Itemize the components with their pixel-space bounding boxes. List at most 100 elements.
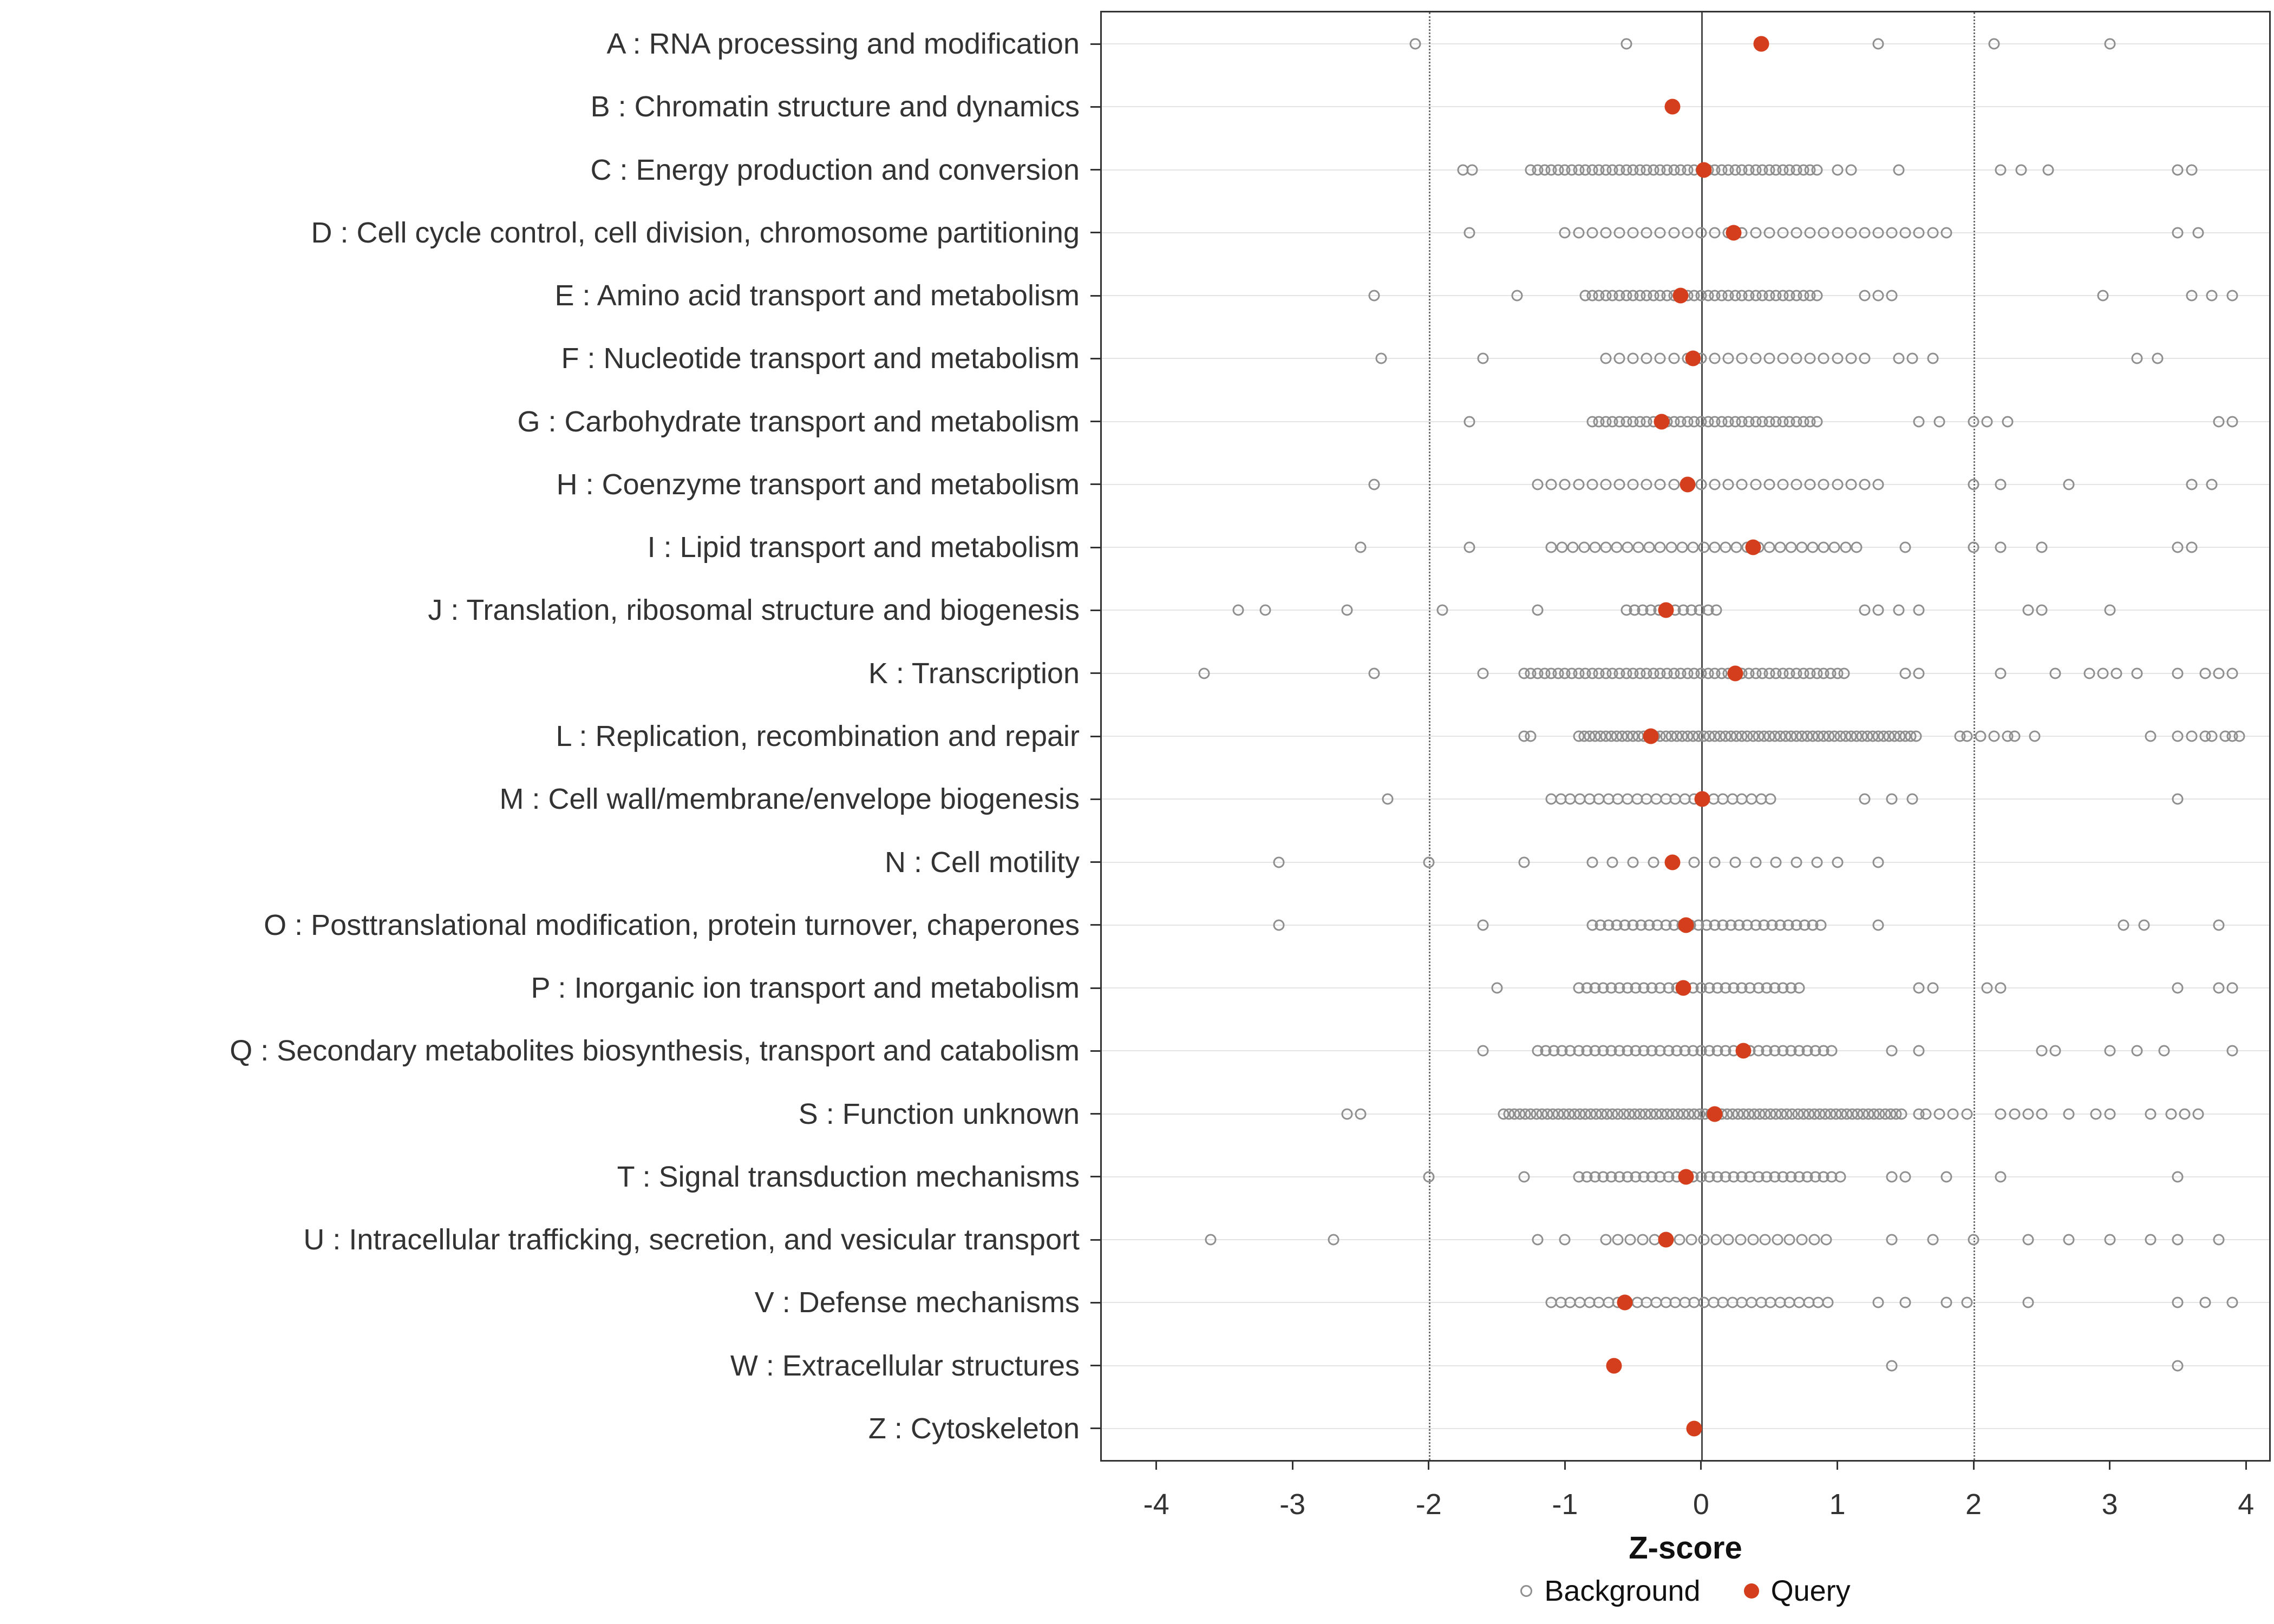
- background-point: [1355, 1108, 1367, 1120]
- background-point: [1859, 604, 1871, 616]
- query-point: [1675, 980, 1691, 996]
- background-point: [2145, 1234, 2157, 1246]
- background-point: [1777, 479, 1789, 490]
- y-axis-label: A : RNA processing and modification: [606, 28, 1080, 61]
- background-point: [2029, 730, 2041, 742]
- background-point: [2186, 479, 2198, 490]
- query-point: [1694, 791, 1710, 807]
- background-point: [1709, 479, 1721, 490]
- background-point: [1368, 479, 1380, 490]
- background-point: [2145, 1108, 2157, 1120]
- background-point: [1600, 352, 1612, 364]
- background-point: [1589, 541, 1601, 553]
- background-point: [1815, 919, 1827, 931]
- y-axis-label: B : Chromatin structure and dynamics: [590, 90, 1080, 123]
- background-point: [1763, 227, 1775, 239]
- background-point: [1341, 1108, 1353, 1120]
- background-point: [1676, 541, 1688, 553]
- background-point: [1556, 541, 1568, 553]
- y-tick-mark: [1090, 1113, 1100, 1115]
- background-point: [2104, 604, 2116, 616]
- background-point: [1968, 1234, 1979, 1246]
- background-point: [2172, 1296, 2184, 1308]
- background-point: [1259, 604, 1271, 616]
- background-point: [1899, 227, 1911, 239]
- background-point: [1710, 1234, 1722, 1246]
- x-tick-mark: [1428, 1460, 1430, 1470]
- background-point: [1886, 1171, 1898, 1183]
- background-point: [1772, 1234, 1783, 1246]
- y-tick-mark: [1090, 609, 1100, 611]
- background-point: [1654, 541, 1666, 553]
- y-tick-mark: [1090, 987, 1100, 989]
- background-point: [2172, 1360, 2184, 1372]
- background-point: [1872, 479, 1884, 490]
- background-point: [1709, 541, 1721, 553]
- background-point: [2226, 667, 2238, 679]
- background-point: [1586, 227, 1598, 239]
- y-axis-label: C : Energy production and conversion: [590, 153, 1080, 186]
- background-point: [2172, 982, 2184, 994]
- background-point: [1613, 227, 1625, 239]
- background-point: [1832, 479, 1843, 490]
- query-point: [1678, 1169, 1694, 1185]
- background-point: [2192, 227, 2204, 239]
- query-point: [1617, 1294, 1633, 1311]
- query-point: [1686, 1420, 1702, 1437]
- background-point: [1872, 856, 1884, 868]
- background-point: [1961, 1296, 1972, 1308]
- background-point: [1205, 1234, 1217, 1246]
- background-point: [1968, 479, 1979, 490]
- background-point: [1368, 290, 1380, 302]
- background-point: [1328, 1234, 1339, 1246]
- background-point: [1859, 793, 1871, 805]
- legend-item-query: Query: [1743, 1574, 1851, 1608]
- background-point: [1777, 352, 1789, 364]
- y-axis-label: F : Nucleotide transport and metabolism: [561, 342, 1080, 375]
- background-point: [2172, 1171, 2184, 1183]
- background-point: [2226, 416, 2238, 428]
- background-point: [2036, 541, 2048, 553]
- x-tick-mark: [1972, 1460, 1975, 1470]
- background-point: [1906, 793, 1918, 805]
- background-point: [1750, 479, 1762, 490]
- background-point: [1573, 227, 1584, 239]
- background-point: [1559, 227, 1571, 239]
- background-point: [1859, 290, 1871, 302]
- y-axis-label: Z : Cytoskeleton: [868, 1412, 1080, 1445]
- background-point: [2192, 1108, 2204, 1120]
- background-point: [1947, 1108, 1959, 1120]
- y-tick-mark: [1090, 1301, 1100, 1304]
- background-point: [1961, 1108, 1972, 1120]
- y-axis-label: M : Cell wall/membrane/envelope biogenes…: [499, 783, 1080, 816]
- background-point: [1759, 1234, 1771, 1246]
- background-point: [1559, 479, 1571, 490]
- threshold-line: [1974, 12, 1976, 1460]
- background-point: [2131, 667, 2143, 679]
- background-point: [1641, 352, 1652, 364]
- background-point: [2199, 667, 2211, 679]
- background-point: [1612, 1234, 1624, 1246]
- background-point: [2213, 982, 2225, 994]
- y-tick-mark: [1090, 672, 1100, 675]
- x-tick-label: -2: [1415, 1488, 1442, 1521]
- background-point: [1893, 604, 1905, 616]
- background-point: [1720, 541, 1731, 553]
- background-point: [2165, 1108, 2177, 1120]
- background-point: [1545, 479, 1557, 490]
- background-point: [1730, 541, 1742, 553]
- background-point: [1807, 541, 1819, 553]
- background-point: [1838, 667, 1850, 679]
- background-point: [1477, 1045, 1489, 1057]
- x-tick-label: -3: [1279, 1488, 1306, 1521]
- background-point: [2199, 1296, 2211, 1308]
- background-point: [1600, 541, 1612, 553]
- background-point: [1518, 856, 1530, 868]
- background-point: [2097, 667, 2109, 679]
- gridline: [1102, 1239, 2269, 1241]
- background-point: [2022, 604, 2034, 616]
- x-tick-mark: [2245, 1460, 2247, 1470]
- y-axis-label: P : Inorganic ion transport and metaboli…: [531, 972, 1080, 1005]
- background-point: [1851, 541, 1863, 553]
